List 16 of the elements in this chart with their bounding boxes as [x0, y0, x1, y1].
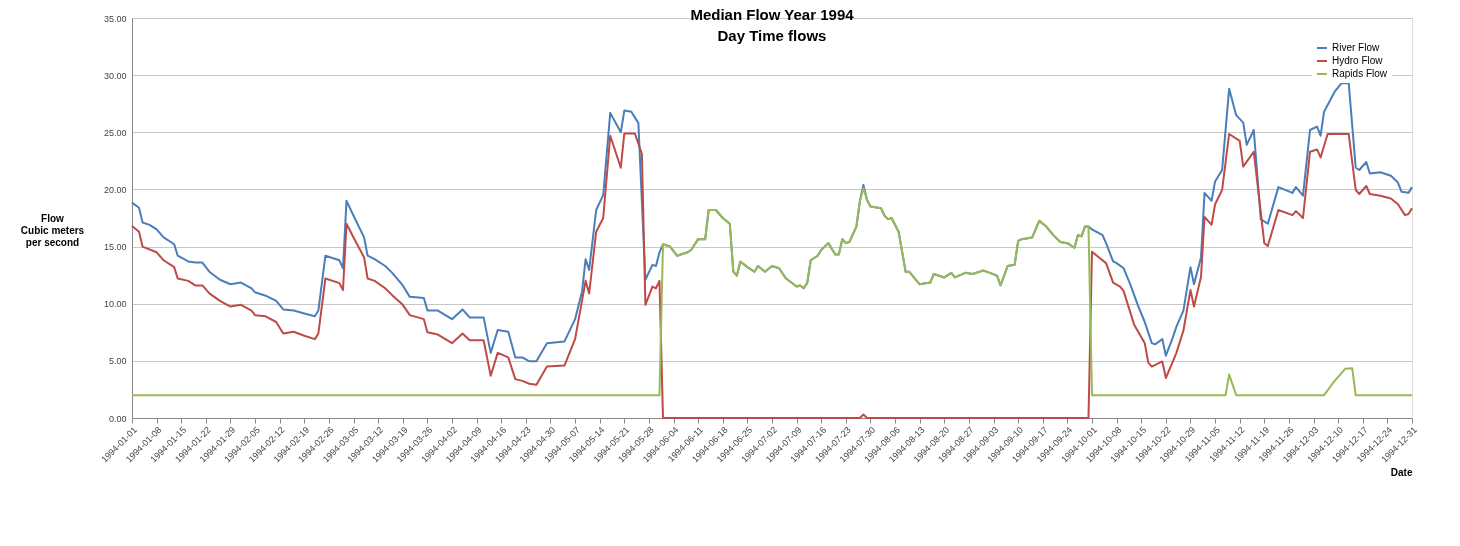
x-axis-title: Date	[1390, 467, 1413, 479]
y-axis-title: Flow Cubic meters per second	[20, 212, 85, 248]
y-tick-label: 25.00	[103, 127, 127, 138]
text: Day Time flows	[717, 27, 827, 44]
chart-title: Median Flow Year 1994	[690, 6, 855, 23]
legend-label: River Flow	[1332, 42, 1380, 53]
y-tick-label: 30.00	[103, 70, 127, 81]
line-series	[131, 187, 1413, 397]
y-tick-label: 35.00	[103, 13, 127, 24]
y-tick-label: 10.00	[103, 299, 127, 310]
y-tick-label: 5.00	[108, 356, 127, 367]
legend-label: Rapids Flow	[1332, 68, 1388, 79]
y-tick-label: 0.00	[108, 413, 127, 424]
y-tick-label: 15.00	[103, 242, 127, 253]
legend-label: Hydro Flow	[1332, 55, 1384, 66]
y-tick-label: 20.00	[103, 184, 127, 195]
